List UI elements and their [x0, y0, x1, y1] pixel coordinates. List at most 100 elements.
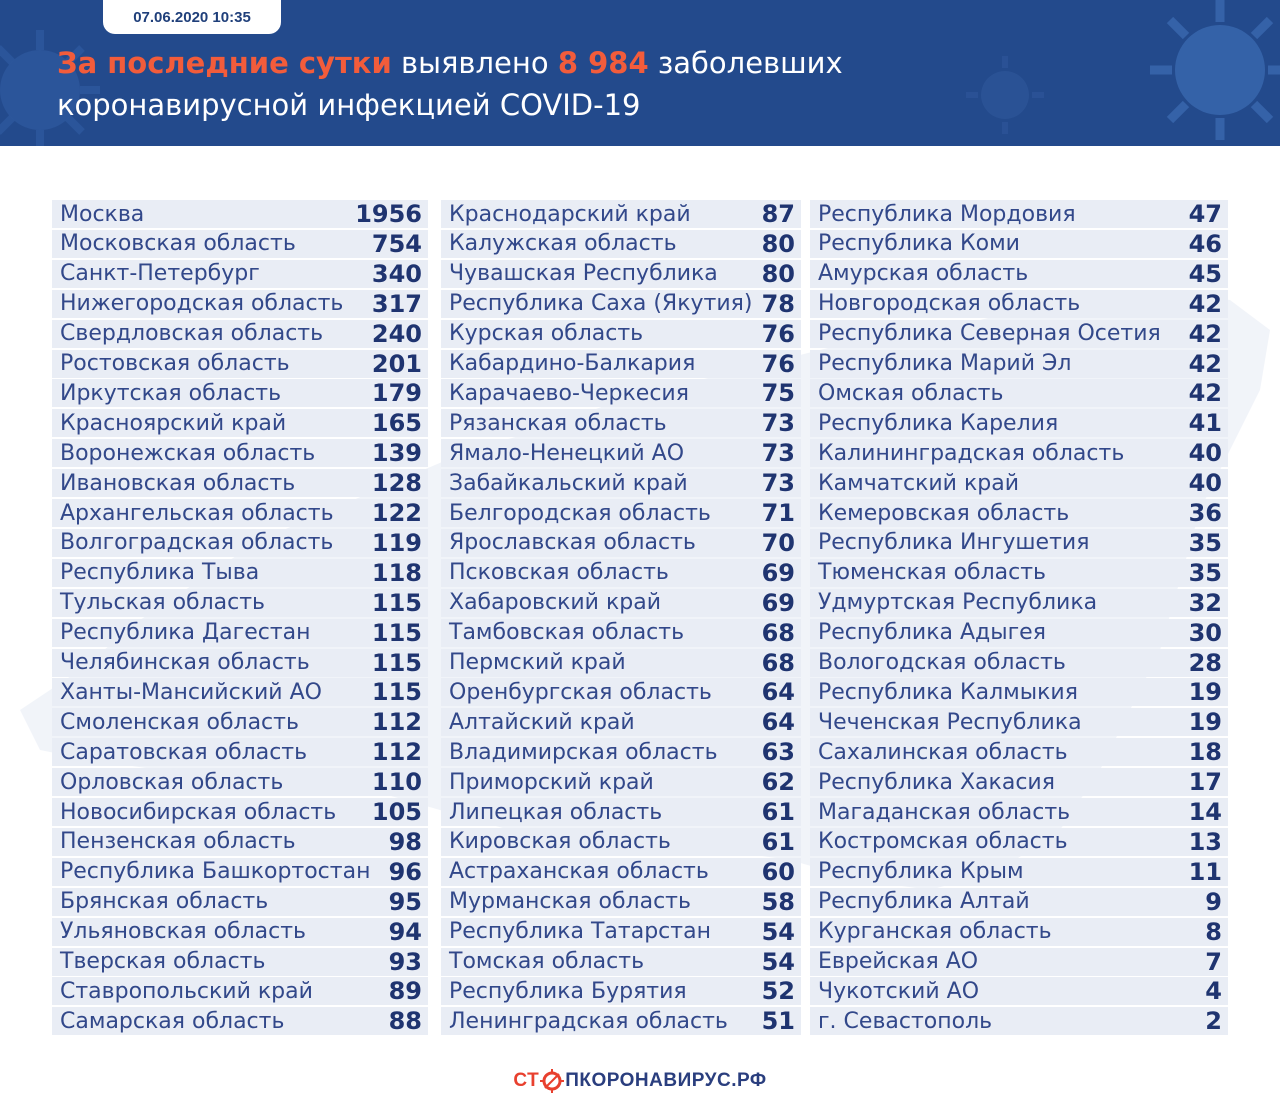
table-row: Самарская область 88 — [52, 1007, 428, 1036]
table-row: Республика Тыва 118 — [52, 558, 428, 587]
table-row: Пензенская область 98 — [52, 827, 428, 856]
table-row: Удмуртская Республика 32 — [810, 588, 1228, 617]
region-name: Тверская область — [60, 949, 266, 974]
case-count: 317 — [371, 289, 422, 318]
headline-line2: коронавирусной инфекцией COVID-19 — [57, 88, 641, 122]
region-name: Курская область — [449, 321, 644, 347]
case-count: 63 — [761, 738, 795, 767]
table-row: Новгородская область 42 — [810, 289, 1228, 318]
table-row: Республика Хакасия 17 — [810, 768, 1228, 797]
table-row: Волгоградская область 119 — [52, 528, 428, 557]
table-row: Алтайский край 64 — [441, 708, 801, 737]
table-row: Курганская область 8 — [810, 917, 1228, 946]
case-count: 112 — [371, 708, 422, 737]
region-name: Ставропольский край — [60, 978, 313, 1004]
case-count: 165 — [371, 409, 422, 438]
case-count: 754 — [371, 229, 422, 258]
region-name: Калининградская область — [818, 440, 1125, 466]
case-count: 35 — [1188, 528, 1222, 557]
region-name: Челябинская область — [60, 650, 310, 675]
table-row: Калужская область 80 — [441, 229, 801, 258]
region-name: Смоленская область — [60, 709, 299, 735]
case-count: 19 — [1188, 708, 1222, 737]
case-count: 93 — [388, 947, 422, 976]
region-name: Республика Северная Осетия — [818, 321, 1161, 347]
region-name: Калужская область — [449, 231, 677, 257]
region-name: Курганская область — [818, 919, 1052, 945]
table-row: Ивановская область 128 — [52, 469, 428, 498]
region-name: Псковская область — [449, 560, 669, 586]
case-count: 73 — [761, 439, 795, 468]
headline: За последние сутки выявлено 8 984 заболе… — [57, 42, 843, 126]
table-row: Орловская область 110 — [52, 768, 428, 797]
case-count: 47 — [1188, 200, 1222, 228]
region-name: Москва — [60, 201, 145, 227]
table-row: Московская область 754 — [52, 229, 428, 258]
case-count: 110 — [371, 768, 422, 797]
region-name: Саратовская область — [60, 739, 308, 765]
table-row: Архангельская область 122 — [52, 499, 428, 527]
case-count: 61 — [761, 827, 795, 856]
table-row: Республика Адыгея 30 — [810, 618, 1228, 647]
region-name: Республика Татарстан — [449, 919, 711, 945]
case-count: 118 — [371, 558, 422, 587]
case-count: 105 — [371, 798, 422, 826]
region-name: Владимирская область — [449, 739, 718, 765]
case-count: 13 — [1188, 827, 1222, 856]
table-row: Республика Мордовия 47 — [810, 200, 1228, 228]
case-count: 9 — [1205, 887, 1222, 916]
table-row: Республика Крым 11 — [810, 857, 1228, 886]
region-name: Республика Алтай — [818, 889, 1030, 915]
case-count: 46 — [1188, 229, 1222, 258]
case-count: 122 — [371, 499, 422, 527]
case-count: 35 — [1188, 558, 1222, 587]
region-name: Республика Мордовия — [818, 201, 1076, 227]
table-row: Брянская область 95 — [52, 887, 428, 916]
table-row: Тюменская область 35 — [810, 558, 1228, 587]
table-row: Свердловская область 240 — [52, 319, 428, 348]
table-row: Рязанская область 73 — [441, 409, 801, 438]
table-row: Кемеровская область 36 — [810, 499, 1228, 527]
region-name: Карачаево-Черкесия — [449, 380, 689, 406]
table-row: Ханты-Мансийский АО 115 — [52, 678, 428, 707]
table-row: Псковская область 69 — [441, 558, 801, 587]
table-row: Саратовская область 112 — [52, 738, 428, 767]
region-name: Волгоградская область — [60, 530, 334, 556]
region-name: Сахалинская область — [818, 739, 1068, 765]
case-count: 41 — [1188, 409, 1222, 438]
region-name: Краснодарский край — [449, 201, 691, 227]
table-row: Сахалинская область 18 — [810, 738, 1228, 767]
table-row: Республика Алтай 9 — [810, 887, 1228, 916]
region-name: Санкт-Петербург — [60, 261, 260, 287]
case-count: 8 — [1205, 917, 1222, 946]
table-row: Магаданская область 14 — [810, 798, 1228, 826]
table-row: Смоленская область 112 — [52, 708, 428, 737]
table-row: Иркутская область 179 — [52, 379, 428, 408]
region-name: Республика Бурятия — [449, 978, 687, 1004]
table-row: Астраханская область 60 — [441, 857, 801, 886]
date-badge: 07.06.2020 10:35 — [103, 0, 281, 34]
logo-prefix: СТ — [513, 1070, 540, 1091]
table-row: Республика Бурятия 52 — [441, 977, 801, 1006]
region-name: Ростовская область — [60, 351, 290, 376]
region-name: Орловская область — [60, 769, 284, 795]
table-row: Чукотский АО 4 — [810, 977, 1228, 1006]
region-name: Красноярский край — [60, 410, 287, 436]
case-count: 69 — [761, 588, 795, 617]
case-count: 115 — [371, 678, 422, 707]
table-row: Владимирская область 63 — [441, 738, 801, 767]
case-count: 119 — [371, 528, 422, 557]
headline-highlight: За последние сутки — [57, 46, 392, 80]
headline-count: 8 984 — [557, 46, 649, 80]
region-name: Белгородская область — [449, 500, 711, 526]
region-name: Пензенская область — [60, 829, 296, 855]
region-name: Чеченская Республика — [818, 709, 1082, 735]
case-count: 40 — [1188, 469, 1222, 498]
region-name: Оренбургская область — [449, 679, 712, 705]
case-count: 69 — [761, 558, 795, 587]
region-name: Воронежская область — [60, 440, 316, 466]
table-row: Белгородская область 71 — [441, 499, 801, 527]
region-name: Кабардино-Балкария — [449, 351, 696, 376]
table-row: Карачаево-Черкесия 75 — [441, 379, 801, 408]
